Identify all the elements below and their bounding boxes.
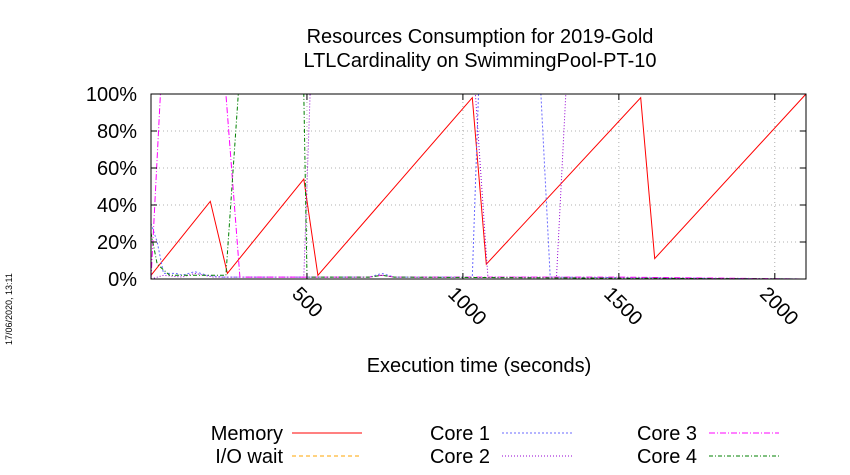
series-lines bbox=[150, 93, 807, 280]
x-axis-ticks: 500 1000 1500 2000 bbox=[287, 94, 802, 330]
y-tick-label: 60% bbox=[97, 158, 137, 180]
y-tick-label: 0% bbox=[108, 269, 137, 291]
y-tick-label: 40% bbox=[97, 195, 137, 217]
legend-label-memory: Memory bbox=[211, 423, 283, 445]
series-line-core-1 bbox=[150, 93, 807, 280]
series-line-core-4 bbox=[150, 93, 807, 280]
x-tick-label: 1500 bbox=[599, 283, 646, 330]
series-line-core-3 bbox=[150, 93, 807, 280]
legend-label-core-4: Core 4 bbox=[637, 446, 697, 468]
chart-title-line1: Resources Consumption for 2019-Gold bbox=[307, 26, 654, 48]
x-axis-label: Execution time (seconds) bbox=[367, 355, 592, 377]
y-axis-ticks: 0% 20% 40% 60% 80% 100% bbox=[86, 84, 806, 291]
y-tick-label: 80% bbox=[97, 121, 137, 143]
timestamp: 17/06/2020, 13:11 bbox=[4, 273, 16, 355]
chart-title-line2: LTLCardinality on SwimmingPool-PT-10 bbox=[303, 50, 656, 72]
timestamp-text: 17/06/2020, 13:11 bbox=[4, 273, 14, 345]
x-tick-label: 2000 bbox=[755, 283, 802, 330]
x-tick-label: 500 bbox=[287, 283, 326, 322]
y-tick-label: 100% bbox=[86, 84, 137, 106]
legend-label-core-3: Core 3 bbox=[637, 423, 697, 445]
x-tick-label: 1000 bbox=[443, 283, 490, 330]
series-line-core-2 bbox=[150, 93, 806, 280]
series-line-memory bbox=[150, 93, 807, 277]
legend-label-core-1: Core 1 bbox=[430, 423, 490, 445]
grid bbox=[151, 94, 806, 279]
plot-frame bbox=[150, 93, 807, 280]
legend-label-core-2: Core 2 bbox=[430, 446, 490, 468]
legend-label-i-o-wait: I/O wait bbox=[215, 446, 283, 468]
y-tick-label: 20% bbox=[97, 232, 137, 254]
